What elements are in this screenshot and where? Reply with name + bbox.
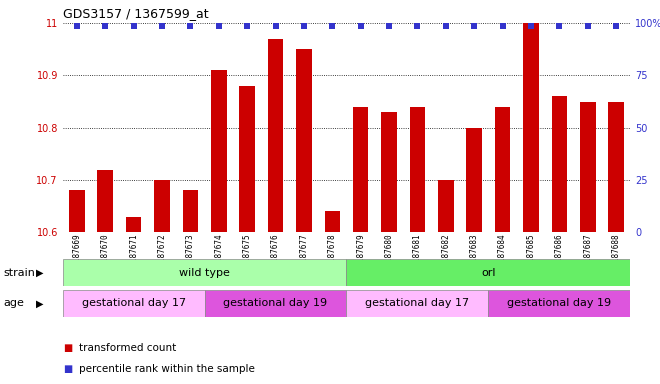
Bar [495, 107, 510, 232]
Bar [183, 190, 198, 232]
Text: wild type: wild type [179, 268, 230, 278]
Text: strain: strain [3, 268, 35, 278]
Bar [126, 217, 141, 232]
Text: gestational day 17: gestational day 17 [82, 298, 185, 308]
Text: ▶: ▶ [36, 268, 44, 278]
Bar [98, 169, 113, 232]
Bar [353, 107, 368, 232]
Bar [211, 70, 226, 232]
Bar [69, 190, 84, 232]
Bar [205, 290, 346, 317]
Bar [488, 290, 630, 317]
Bar [325, 211, 340, 232]
Bar [609, 101, 624, 232]
Bar [154, 180, 170, 232]
Bar [467, 127, 482, 232]
Bar [63, 290, 205, 317]
Bar [552, 96, 567, 232]
Text: gestational day 19: gestational day 19 [508, 298, 611, 308]
Text: gestational day 17: gestational day 17 [366, 298, 469, 308]
Bar [438, 180, 453, 232]
Bar [296, 49, 312, 232]
Text: transformed count: transformed count [79, 343, 176, 353]
Bar [346, 290, 488, 317]
Bar [240, 86, 255, 232]
Text: ■: ■ [63, 343, 72, 353]
Bar [381, 112, 397, 232]
Bar [410, 107, 425, 232]
Text: percentile rank within the sample: percentile rank within the sample [79, 364, 255, 374]
Bar [580, 101, 595, 232]
Text: ■: ■ [63, 364, 72, 374]
Text: gestational day 19: gestational day 19 [224, 298, 327, 308]
Bar [523, 23, 539, 232]
Text: GDS3157 / 1367599_at: GDS3157 / 1367599_at [63, 7, 209, 20]
Text: ▶: ▶ [36, 298, 44, 308]
Bar [63, 259, 346, 286]
Text: age: age [3, 298, 24, 308]
Bar [346, 259, 630, 286]
Text: orl: orl [481, 268, 496, 278]
Bar [268, 39, 283, 232]
